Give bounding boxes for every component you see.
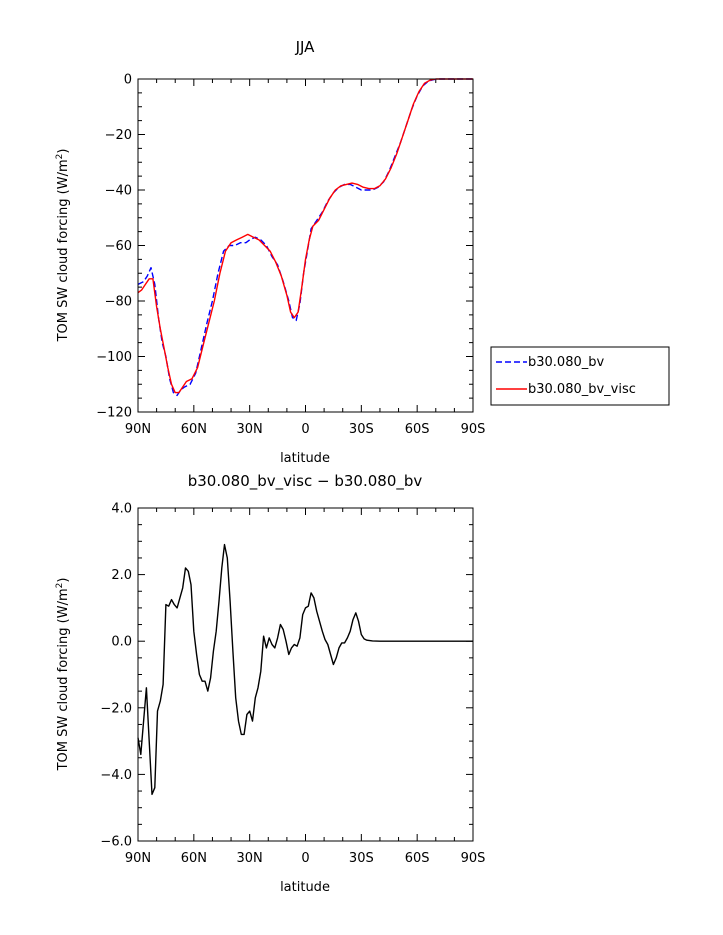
y-tick-label: −20 — [105, 128, 132, 143]
chart-title: b30.080_bv_visc − b30.080_bv — [188, 472, 423, 491]
y-axis-label-close: ) — [56, 149, 71, 154]
x-tick-label: 0 — [301, 851, 309, 866]
x-tick-label: 60S — [405, 851, 430, 866]
series-group — [137, 78, 473, 397]
panel-top: JJA −120 −100 −80 −60 −40 −20 0 90N 60N 30N 0 30S 6… — [55, 38, 670, 466]
legend-label-b30-080-bv: b30.080_bv — [528, 355, 604, 370]
x-tick-label: 60N — [181, 422, 207, 437]
x-axis-label: latitude — [280, 451, 330, 466]
series-line-difference — [137, 543, 473, 796]
y-axis-label-close: ) — [56, 578, 71, 583]
x-tick-label: 30S — [349, 851, 374, 866]
legend-label-b30-080-bv-visc: b30.080_bv_visc — [528, 382, 636, 397]
x-axis-label: latitude — [280, 880, 330, 895]
panel-bottom: b30.080_bv_visc − b30.080_bv −6.0 −4.0 −2.… — [55, 472, 485, 895]
y-tick-label: 0 — [124, 73, 132, 88]
series-group — [137, 543, 473, 796]
y-tick-label: −120 — [96, 406, 132, 421]
x-tick-label: 0 — [301, 422, 309, 437]
y-tick-label: −60 — [105, 239, 132, 254]
x-tick-label: 90S — [461, 422, 486, 437]
y-tick-label: −100 — [96, 350, 132, 365]
x-ticks: 90N 60N 30N 0 30S 60S 90S — [125, 79, 486, 437]
chart-title: JJA — [295, 38, 316, 56]
x-tick-label: 90S — [461, 851, 486, 866]
y-tick-label: −4.0 — [100, 768, 132, 783]
y-ticks: −120 −100 −80 −60 −40 −20 0 — [96, 73, 473, 421]
plot-frame — [137, 507, 474, 842]
x-tick-label: 30N — [237, 422, 263, 437]
plot-frame — [137, 78, 474, 413]
y-tick-label: −2.0 — [100, 701, 132, 716]
y-axis-label-main: TOM SW cloud forcing (W/m — [56, 159, 71, 342]
legend: b30.080_bv b30.080_bv_visc — [490, 346, 670, 406]
x-tick-label: 30S — [349, 422, 374, 437]
x-tick-label: 60S — [405, 422, 430, 437]
legend-box — [490, 346, 670, 406]
x-tick-label: 90N — [125, 422, 151, 437]
y-axis-label: TOM SW cloud forcing (W/m2) — [55, 149, 71, 343]
y-axis-label-superscript: 2 — [55, 583, 65, 589]
x-tick-label: 60N — [181, 851, 207, 866]
y-tick-label: 2.0 — [111, 568, 132, 583]
y-tick-label: −80 — [105, 295, 132, 310]
y-axis-label-main: TOM SW cloud forcing (W/m — [56, 588, 71, 771]
y-tick-label: 4.0 — [111, 502, 132, 517]
y-tick-label: 0.0 — [111, 635, 132, 650]
y-axis-label: TOM SW cloud forcing (W/m2) — [55, 578, 71, 772]
series-line-b30-080-bv-visc — [137, 78, 473, 394]
y-ticks: −6.0 −4.0 −2.0 0.0 2.0 4.0 — [100, 502, 473, 850]
y-tick-label: −6.0 — [100, 835, 132, 850]
x-tick-label: 90N — [125, 851, 151, 866]
x-tick-label: 30N — [237, 851, 263, 866]
x-ticks: 90N 60N 30N 0 30S 60S 90S — [125, 508, 486, 866]
series-line-b30-080-bv — [137, 78, 473, 397]
y-tick-label: −40 — [105, 184, 132, 199]
y-axis-label-superscript: 2 — [55, 154, 65, 160]
